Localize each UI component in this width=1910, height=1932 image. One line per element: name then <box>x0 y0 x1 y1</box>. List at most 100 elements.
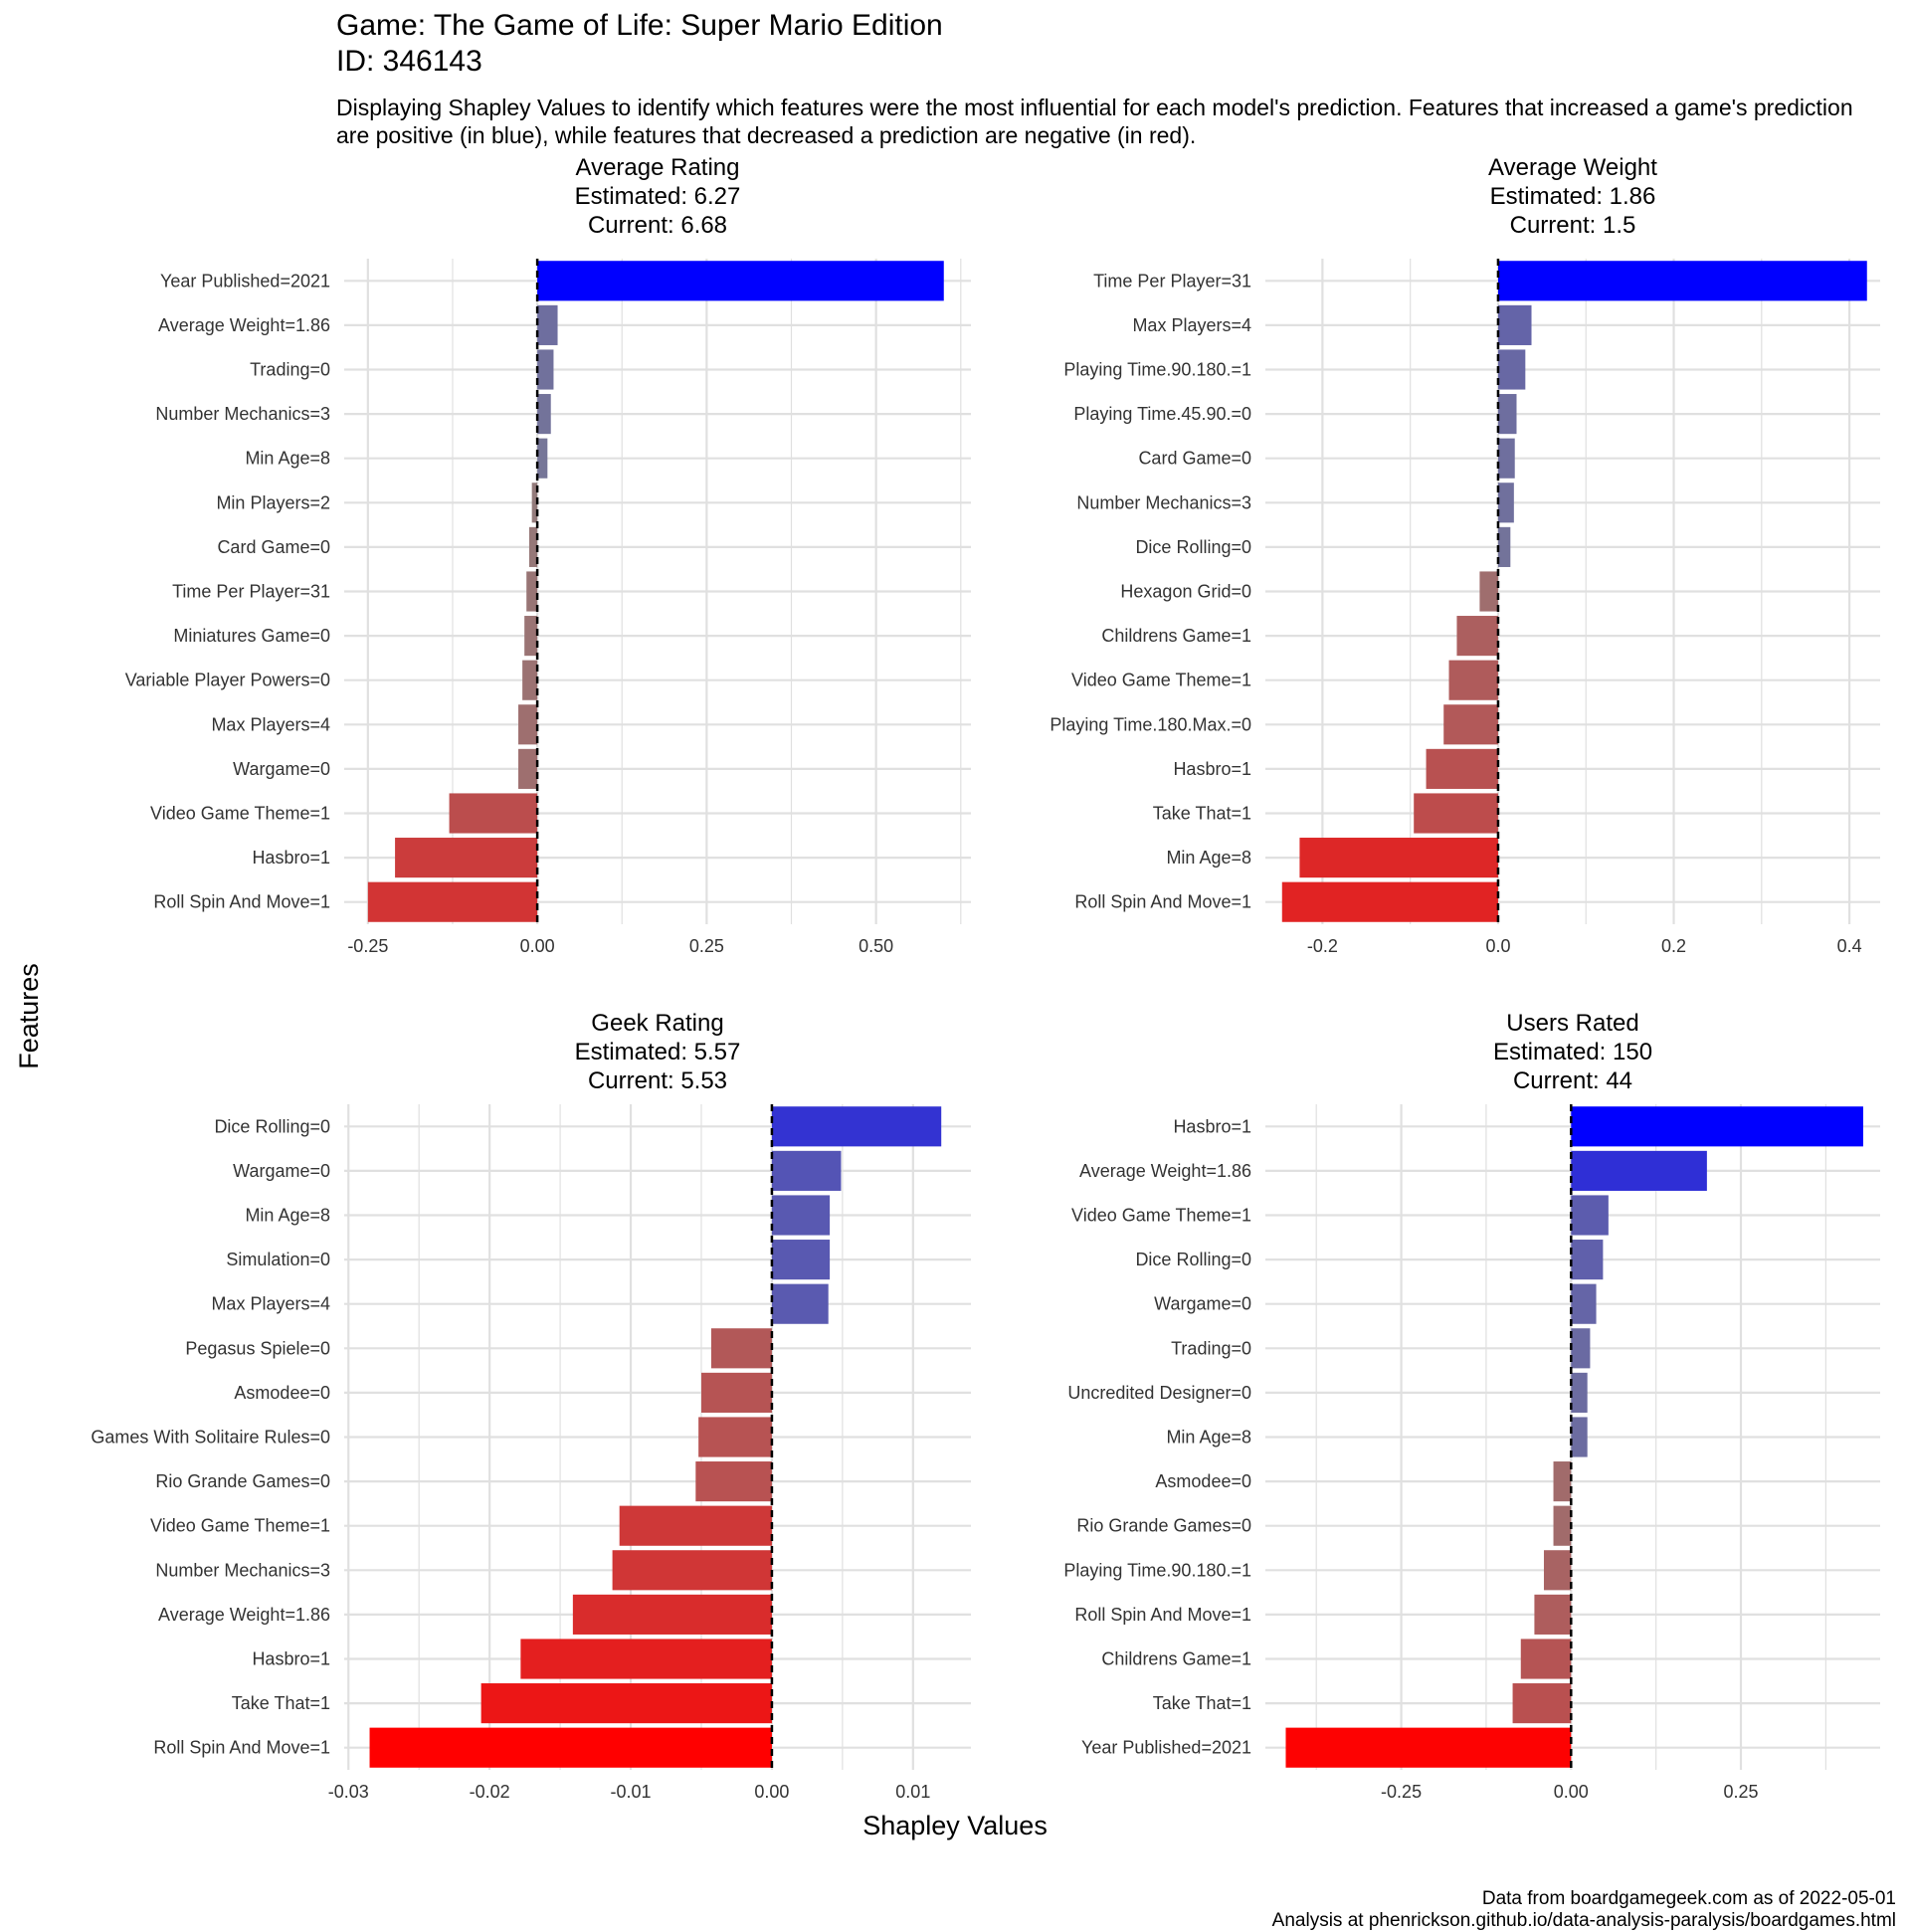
x-axis-label: Shapley Values <box>862 1811 1048 1840</box>
bar <box>1426 748 1498 789</box>
y-tick-label: Roll Spin And Move=1 <box>1074 892 1251 912</box>
y-tick-label: Rio Grande Games=0 <box>1076 1516 1251 1536</box>
bar <box>698 1417 772 1457</box>
bar <box>771 1195 831 1236</box>
y-tick-label: Dice Rolling=0 <box>1135 537 1251 557</box>
y-tick-label: Hasbro=1 <box>1173 1116 1251 1136</box>
bar <box>480 1683 772 1724</box>
panel-title-line: Average Weight <box>1488 154 1657 181</box>
y-tick-label: Time Per Player=31 <box>172 582 330 602</box>
bar <box>1456 616 1498 657</box>
y-tick-label: Playing Time.90.180.=1 <box>1063 360 1251 380</box>
y-tick-label: Take That=1 <box>1153 804 1251 824</box>
bar <box>1497 261 1867 301</box>
title-game: Game: The Game of Life: Super Mario Edit… <box>336 9 943 42</box>
bar <box>1571 1150 1707 1191</box>
bar <box>1571 1372 1588 1413</box>
bar <box>1571 1195 1609 1236</box>
y-tick-label: Trading=0 <box>1171 1338 1251 1358</box>
panel-title-line: Geek Rating <box>591 1010 723 1037</box>
x-tick-label: 0.00 <box>520 936 555 956</box>
bar <box>1497 483 1514 523</box>
y-tick-label: Number Mechanics=3 <box>155 404 330 424</box>
y-tick-label: Max Players=4 <box>211 714 330 734</box>
bar <box>449 793 538 834</box>
bar <box>1543 1550 1572 1591</box>
y-tick-label: Max Players=4 <box>1132 315 1251 335</box>
y-tick-label: Year Published=2021 <box>1081 1738 1251 1758</box>
bar <box>1414 793 1498 834</box>
y-tick-label: Pegasus Spiele=0 <box>185 1338 330 1358</box>
x-tick-label: -0.25 <box>347 936 388 956</box>
y-tick-label: Playing Time.90.180.=1 <box>1063 1560 1251 1580</box>
panel-title-line: Estimated: 6.27 <box>575 183 741 210</box>
y-tick-label: Dice Rolling=0 <box>214 1116 330 1136</box>
bar <box>1520 1639 1572 1679</box>
panel-title-line: Users Rated <box>1506 1010 1638 1037</box>
bar <box>526 571 538 612</box>
bar <box>1571 1106 1863 1147</box>
bar <box>1534 1594 1572 1635</box>
bar <box>518 704 538 745</box>
y-tick-label: Roll Spin And Move=1 <box>153 1738 330 1758</box>
y-tick-label: Hasbro=1 <box>252 1649 330 1669</box>
bar <box>1299 838 1498 878</box>
bar <box>518 748 538 789</box>
y-tick-label: Childrens Game=1 <box>1101 626 1251 646</box>
y-tick-label: Childrens Game=1 <box>1101 1649 1251 1669</box>
y-tick-label: Take That=1 <box>1153 1693 1251 1713</box>
x-tick-label: 0.50 <box>859 936 893 956</box>
panel-title-line: Estimated: 1.86 <box>1490 183 1656 210</box>
bar <box>537 349 554 390</box>
x-tick-label: -0.2 <box>1307 936 1338 956</box>
y-tick-label: Asmodee=0 <box>234 1383 330 1403</box>
y-tick-label: Variable Player Powers=0 <box>125 671 330 690</box>
panel-title-line: Estimated: 5.57 <box>575 1039 741 1065</box>
bar <box>612 1550 772 1591</box>
x-tick-label: 0.00 <box>754 1782 789 1802</box>
y-tick-label: Hexagon Grid=0 <box>1120 582 1251 602</box>
x-tick-label: -0.25 <box>1381 1782 1422 1802</box>
y-tick-label: Games With Solitaire Rules=0 <box>91 1428 330 1448</box>
bar <box>710 1328 772 1369</box>
chart-subtitle: Displaying Shapley Values to identify wh… <box>336 95 1853 148</box>
x-tick-label: 0.4 <box>1837 936 1862 956</box>
x-tick-label: 0.01 <box>895 1782 930 1802</box>
bar <box>1497 526 1511 567</box>
y-tick-label: Uncredited Designer=0 <box>1067 1383 1251 1403</box>
y-tick-label: Asmodee=0 <box>1155 1471 1251 1491</box>
bar <box>367 881 538 922</box>
y-tick-label: Year Published=2021 <box>160 271 330 290</box>
caption-source: Data from boardgamegeek.com as of 2022-0… <box>1481 1888 1896 1909</box>
bar <box>1285 1727 1572 1768</box>
y-tick-label: Time Per Player=31 <box>1093 271 1251 290</box>
y-tick-label: Card Game=0 <box>217 537 330 557</box>
bar <box>537 394 551 435</box>
bar <box>1571 1328 1591 1369</box>
x-tick-label: 0.25 <box>1723 1782 1758 1802</box>
bar <box>1553 1461 1572 1502</box>
y-tick-label: Card Game=0 <box>1138 449 1251 469</box>
bar <box>522 660 538 700</box>
x-tick-label: -0.01 <box>611 1782 652 1802</box>
bar <box>531 483 538 523</box>
y-tick-label: Take That=1 <box>232 1693 330 1713</box>
chart-title: Game: The Game of Life: Super Mario Edit… <box>336 8 943 80</box>
y-tick-label: Min Age=8 <box>1166 1428 1251 1448</box>
y-tick-label: Video Game Theme=1 <box>150 804 330 824</box>
y-tick-label: Min Players=2 <box>216 492 330 512</box>
panel-title-line: Current: 44 <box>1513 1067 1632 1094</box>
bar <box>1512 1683 1572 1724</box>
y-axis-label: Features <box>13 963 44 1069</box>
y-tick-label: Trading=0 <box>250 360 330 380</box>
bar <box>524 616 538 657</box>
y-tick-label: Wargame=0 <box>233 1161 330 1181</box>
bar <box>771 1240 831 1280</box>
y-tick-label: Video Game Theme=1 <box>150 1516 330 1536</box>
x-tick-label: -0.03 <box>328 1782 369 1802</box>
y-tick-label: Roll Spin And Move=1 <box>153 892 330 912</box>
bar <box>572 1594 772 1635</box>
